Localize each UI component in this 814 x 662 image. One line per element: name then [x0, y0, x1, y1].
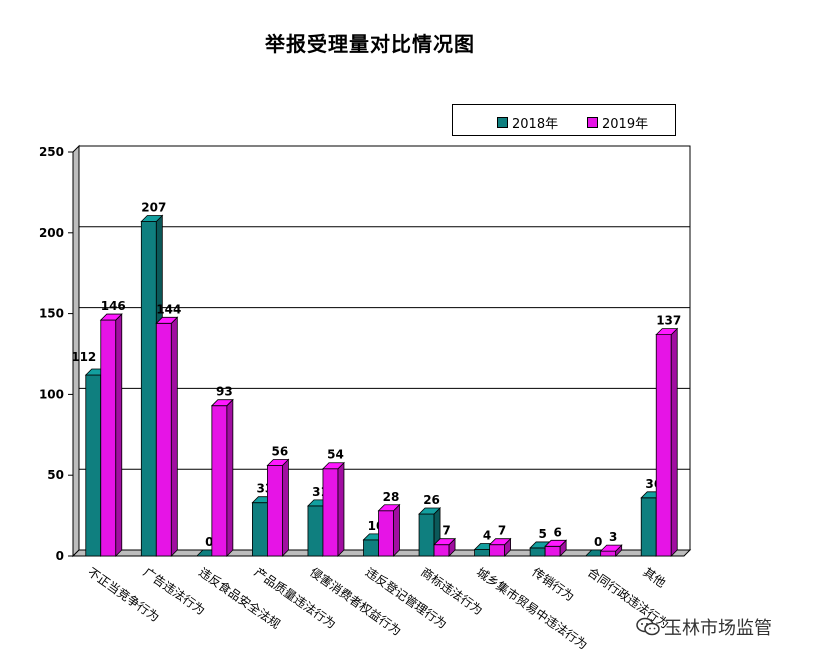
data-label: 10 [368, 519, 385, 533]
y-tick-label: 150 [39, 307, 64, 321]
y-tick-label: 0 [56, 549, 64, 563]
x-category-label: 广告违法行为 [141, 565, 208, 618]
bar-2019-4 [321, 461, 345, 557]
data-label: 112 [71, 350, 96, 364]
bar-2018-8 [529, 540, 553, 557]
wechat-icon [636, 617, 660, 636]
chart-legend: 2018年 2019年 [452, 104, 676, 136]
x-category-label: 侵害消费者权益行为 [307, 564, 404, 638]
y-tick-label: 250 [39, 145, 64, 159]
data-label: 28 [383, 490, 400, 504]
x-category-label: 传销行为 [529, 564, 577, 604]
x-category-label: 其他 [641, 565, 669, 590]
bar-2019-7 [488, 537, 512, 557]
data-label: 137 [656, 314, 681, 328]
data-label: 7 [442, 524, 450, 538]
y-tick-label: 50 [47, 468, 64, 482]
legend-label-2018: 2018年 [512, 117, 559, 132]
bar-2018-0 [84, 368, 108, 557]
data-label: 54 [327, 448, 344, 462]
legend-item-2018: 2018年 [497, 113, 558, 132]
bar-2018-1 [140, 214, 164, 557]
legend-swatch-2018 [497, 117, 508, 128]
bar-2019-8 [544, 539, 568, 557]
bar-2019-3 [266, 458, 290, 557]
bar-2018-7 [473, 542, 497, 557]
y-tick-label: 100 [39, 387, 64, 401]
data-label: 146 [101, 299, 126, 313]
bar-2019-9 [599, 544, 623, 557]
data-label: 56 [272, 445, 289, 459]
bar-2019-5 [377, 503, 401, 557]
data-label: 36 [645, 477, 662, 491]
x-category-label: 商标违法行为 [418, 564, 486, 618]
data-label: 207 [141, 200, 166, 214]
data-label: 7 [498, 524, 506, 538]
data-label: 3 [609, 530, 617, 544]
bar-2018-5 [362, 532, 386, 557]
side-wall [72, 144, 80, 558]
bar-2019-0 [99, 313, 123, 557]
x-category-label: 违反登记管理行为 [363, 564, 450, 631]
chart-title: 举报受理量对比情况图 [265, 32, 475, 56]
bar-2019-1 [155, 316, 179, 557]
legend-swatch-2019 [587, 117, 598, 128]
data-label: 31 [312, 485, 329, 499]
bar-2018-2 [195, 549, 219, 557]
data-label: 93 [216, 385, 233, 399]
x-category-label: 违反食品安全法规 [196, 564, 283, 631]
data-label: 33 [257, 482, 274, 496]
x-category-label: 产品质量违法行为 [252, 565, 339, 632]
bar-2018-3 [251, 495, 275, 557]
x-category-label: 不正当竞争行为 [85, 565, 162, 625]
data-label: 26 [423, 493, 440, 507]
bar-2019-2 [210, 398, 234, 557]
y-tick-label: 200 [39, 226, 64, 240]
bar-2018-9 [584, 549, 608, 557]
bar-2018-10 [640, 490, 664, 557]
floor [71, 549, 692, 557]
data-label: 5 [538, 527, 546, 541]
watermark-text: 玉林市场监管 [664, 618, 772, 639]
bar-2019-10 [655, 327, 679, 557]
x-category-label: 城乡集市贸易中违法行为 [474, 564, 591, 652]
bar-2018-6 [418, 507, 442, 557]
bar-2018-4 [306, 498, 330, 557]
watermark: 玉林市场监管 [636, 614, 772, 640]
data-label: 144 [156, 302, 181, 316]
data-label: 0 [594, 535, 602, 549]
data-label: 4 [483, 529, 491, 543]
back-wall [78, 145, 691, 551]
data-label: 6 [553, 525, 561, 539]
legend-item-2019: 2019年 [587, 113, 648, 132]
bar-2019-6 [433, 537, 457, 557]
legend-label-2019: 2019年 [602, 117, 649, 132]
data-label: 0 [205, 535, 213, 549]
